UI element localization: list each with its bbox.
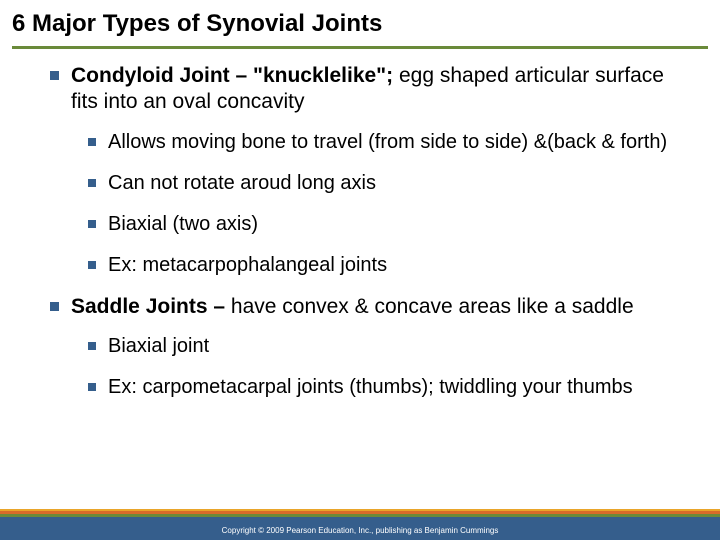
subbullet-cannot-rotate: Can not rotate aroud long axis <box>88 171 690 196</box>
slide: 6 Major Types of Synovial Joints Condylo… <box>0 0 720 540</box>
subbullet-text: Biaxial (two axis) <box>108 212 258 237</box>
square-bullet-icon <box>50 71 59 80</box>
bullet-rest: have convex & concave areas like a saddl… <box>231 295 634 318</box>
square-bullet-icon <box>88 342 96 350</box>
square-bullet-icon <box>88 179 96 187</box>
subbullet-ex-carpometacarpal: Ex: carpometacarpal joints (thumbs); twi… <box>88 375 690 400</box>
bullet-condyloid: Condyloid Joint – "knucklelike"; egg sha… <box>50 63 690 116</box>
slide-title: 6 Major Types of Synovial Joints <box>12 10 708 38</box>
subbullet-text: Allows moving bone to travel (from side … <box>108 130 667 155</box>
square-bullet-icon <box>88 383 96 391</box>
title-area: 6 Major Types of Synovial Joints <box>0 0 720 42</box>
bullet-text: Saddle Joints – have convex & concave ar… <box>71 294 634 320</box>
subbullet-text: Biaxial joint <box>108 334 209 359</box>
copyright-bar: Copyright © 2009 Pearson Education, Inc.… <box>0 520 720 540</box>
subbullet-allows-moving: Allows moving bone to travel (from side … <box>88 130 690 155</box>
subbullet-biaxial-joint: Biaxial joint <box>88 334 690 359</box>
square-bullet-icon <box>88 220 96 228</box>
subbullet-biaxial: Biaxial (two axis) <box>88 212 690 237</box>
square-bullet-icon <box>88 261 96 269</box>
subbullet-text: Ex: carpometacarpal joints (thumbs); twi… <box>108 375 633 400</box>
footer-stripes <box>0 509 720 520</box>
bullet-bold: Saddle Joints – <box>71 295 231 318</box>
subbullet-ex-metacarpo: Ex: metacarpophalangeal joints <box>88 253 690 278</box>
square-bullet-icon <box>50 302 59 311</box>
content-area: Condyloid Joint – "knucklelike"; egg sha… <box>0 49 720 400</box>
square-bullet-icon <box>88 138 96 146</box>
copyright-text: Copyright © 2009 Pearson Education, Inc.… <box>222 526 499 535</box>
bullet-text: Condyloid Joint – "knucklelike"; egg sha… <box>71 63 690 116</box>
subbullet-text: Can not rotate aroud long axis <box>108 171 376 196</box>
bullet-bold: Condyloid Joint – "knucklelike"; <box>71 64 399 87</box>
subbullet-text: Ex: metacarpophalangeal joints <box>108 253 387 278</box>
bullet-saddle: Saddle Joints – have convex & concave ar… <box>50 294 690 320</box>
